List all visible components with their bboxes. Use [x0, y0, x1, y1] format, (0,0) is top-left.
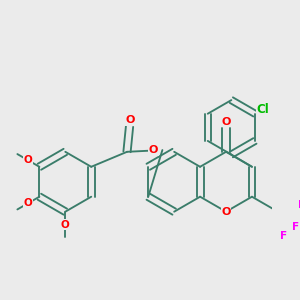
Text: O: O — [125, 115, 135, 125]
Text: O: O — [221, 207, 231, 217]
Text: O: O — [24, 198, 32, 208]
Text: F: F — [280, 231, 287, 241]
Text: O: O — [148, 146, 158, 155]
Text: O: O — [61, 220, 70, 230]
Text: Cl: Cl — [256, 103, 269, 116]
Text: O: O — [221, 117, 231, 127]
Text: F: F — [292, 223, 299, 232]
Text: O: O — [24, 155, 32, 165]
Text: F: F — [298, 200, 300, 209]
